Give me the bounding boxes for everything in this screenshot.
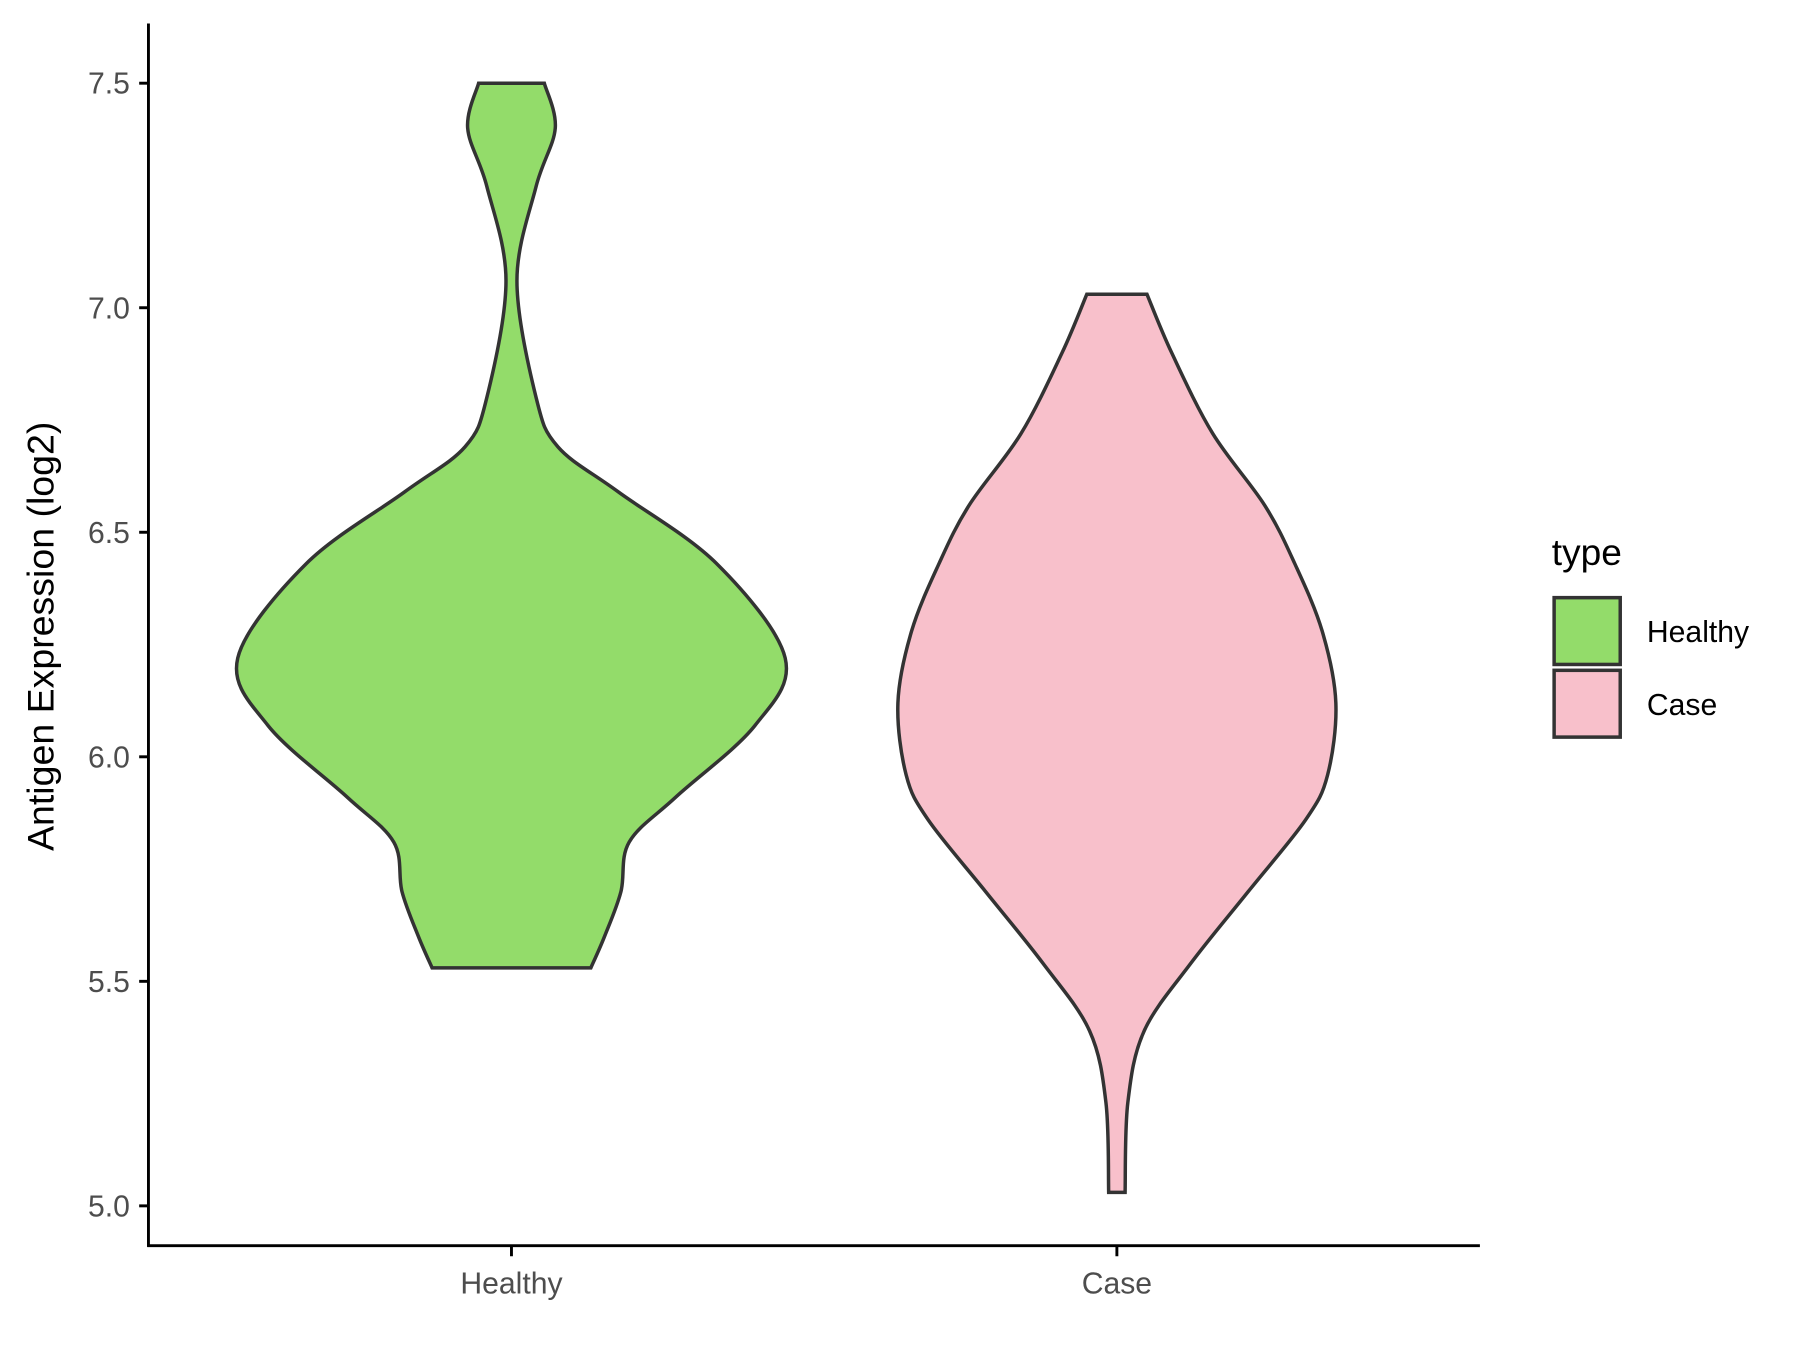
y-tick-label: 5.0 — [88, 1190, 130, 1223]
legend-swatch-healthy — [1552, 595, 1622, 667]
y-axis-label: Antigen Expression (log2) — [20, 422, 62, 851]
y-tick-label: 5.5 — [88, 966, 130, 999]
violins — [234, 81, 1338, 1195]
x-tick-label: Healthy — [460, 1268, 563, 1301]
violin-healthy — [234, 81, 789, 970]
y-tick-label: 6.5 — [88, 517, 130, 550]
legend-swatch-case — [1552, 668, 1622, 739]
y-tick-label: 7.0 — [88, 292, 130, 325]
x-tick-label: Case — [1082, 1268, 1152, 1301]
legend: Healthy Case — [1552, 595, 1750, 739]
legend-label: Healthy — [1647, 616, 1750, 649]
x-ticks: Healthy Case — [460, 1245, 1152, 1301]
legend-title: type — [1552, 531, 1622, 573]
legend-label: Case — [1647, 689, 1717, 722]
violin-case — [896, 292, 1338, 1195]
y-ticks: 5.0 5.5 6.0 6.5 7.0 7.5 — [88, 68, 149, 1223]
y-tick-label: 6.0 — [88, 741, 130, 774]
y-tick-label: 7.5 — [88, 68, 130, 101]
